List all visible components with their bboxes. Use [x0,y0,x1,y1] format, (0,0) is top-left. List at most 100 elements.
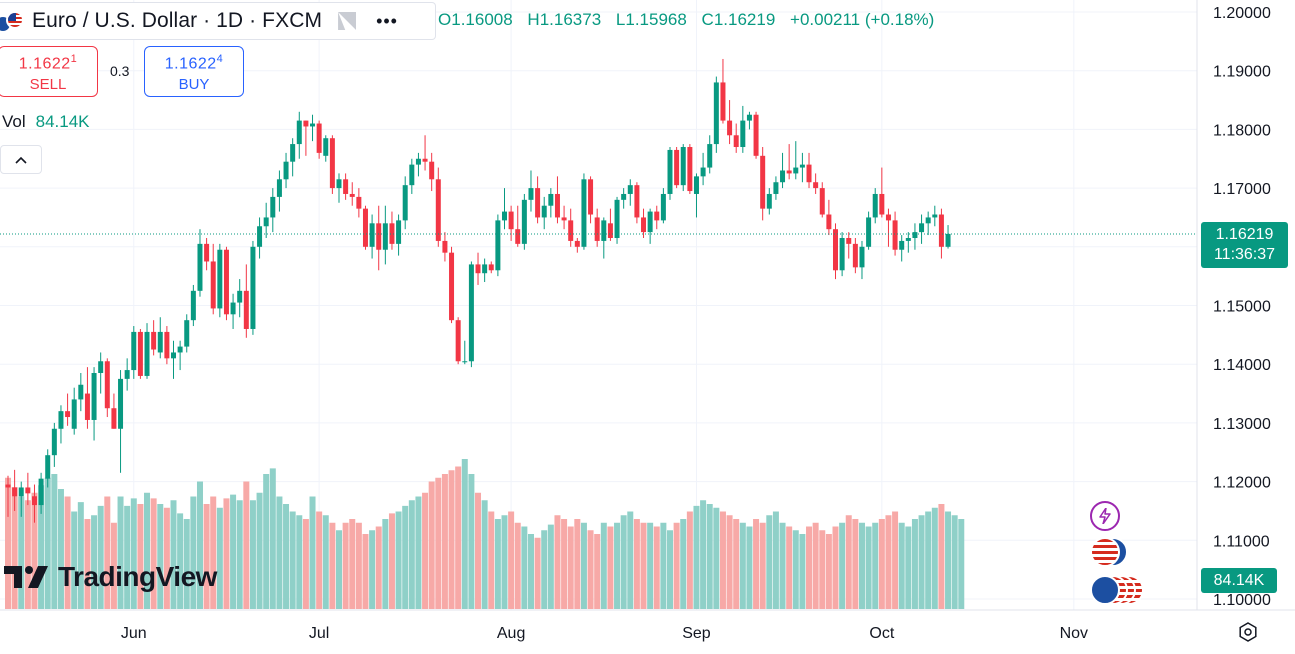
collapse-legend-button[interactable] [0,145,42,174]
candle-body [621,193,627,200]
candle [720,58,726,124]
time-axis[interactable]: Jun Jul Aug Sep Oct Nov [0,609,1295,642]
hide-legend-icon[interactable] [338,12,357,30]
buy-button[interactable]: 1.16224 BUY [144,46,244,97]
candle-body [12,487,18,497]
candle-body [508,211,514,230]
us-economic-events-icon[interactable] [1090,537,1128,567]
candle [846,232,852,259]
candle-body [237,290,243,303]
candle-body [746,114,752,121]
volume-bar [236,500,243,609]
volume-bar [269,468,276,609]
volume-bar [753,519,760,609]
more-options-icon[interactable]: ••• [376,10,398,31]
volume-bar [733,519,740,609]
candle [210,243,216,315]
candle-body [495,220,501,271]
volume-bar [124,505,131,609]
price-axis[interactable]: 1.200001.190001.180001.170001.160001.150… [1196,0,1271,610]
candle-body [197,243,203,291]
candle-body [336,179,342,189]
eu-economic-events-icon[interactable] [1090,575,1144,605]
lightning-icon[interactable] [1090,501,1120,531]
candle-body [329,138,335,189]
candle-body [760,155,766,209]
candle [462,340,468,365]
candle-body [204,243,210,262]
y-tick-label: 1.13000 [1213,416,1271,433]
candle-body [316,123,322,153]
x-tick-label: Aug [497,625,525,642]
volume-bar [567,526,574,609]
chevron-up-icon [15,156,27,164]
candle [502,188,507,230]
volume-bar [845,515,852,609]
candle-body [184,320,190,347]
candle [356,188,362,218]
candle-body [614,199,620,238]
candle [442,232,448,262]
volume-bar [541,530,548,609]
candle [528,170,534,212]
candle-body [727,120,733,136]
candle [376,205,382,271]
candle [594,208,600,247]
volume-bar [256,492,263,609]
candle [204,237,210,271]
settings-icon[interactable] [1238,622,1258,642]
candle-body [502,211,507,221]
candle [98,352,104,394]
volume-bar [766,515,773,609]
volume-bar [64,496,71,609]
candle [389,211,395,250]
candle [727,100,733,145]
candle-body [799,164,805,168]
volume-bar [18,496,25,609]
volume-bar [925,511,932,609]
volume-bar [375,526,382,609]
y-tick-label: 1.15000 [1213,299,1271,316]
volume-bar [806,526,813,609]
volume-bar [144,492,151,609]
candle-body [693,176,699,194]
candle-body [866,217,872,247]
volume-bar [355,522,362,609]
candle-body [568,220,574,241]
candle [257,217,263,259]
candle [223,246,229,321]
symbol-legend[interactable]: Euro / U.S. Dollar · 1D · FXCM ••• [0,2,436,40]
candle [124,358,130,391]
candle [905,232,911,253]
volume-bar [779,522,786,609]
candle [58,405,64,444]
candle-body [31,496,37,506]
candle-body [343,179,349,194]
volume-bar [243,481,250,609]
candle-body [647,211,653,233]
candle-body [455,320,461,362]
volume-bar [872,522,879,609]
tradingview-logo[interactable]: TradingView [4,561,217,593]
candle-body [442,240,448,253]
candle [369,214,375,259]
volume-bar [580,522,587,609]
volume-bar [342,522,349,609]
x-tick-label: Nov [1060,625,1088,642]
volume-bar [938,504,945,609]
volume-badge: 84.14K [1201,568,1277,593]
sell-button[interactable]: 1.16221 SELL [0,46,98,97]
volume-bar [77,502,84,609]
volume-bar [839,522,846,609]
symbol-title[interactable]: Euro / U.S. Dollar · 1D · FXCM [32,9,323,32]
candle-body [654,211,660,221]
candle-body [111,408,117,429]
candle-body [296,120,302,145]
volume-bar [283,504,290,609]
candle [482,258,488,283]
volume-legend[interactable]: Vol 84.14K [2,112,90,132]
candle [548,188,554,218]
candle [680,144,686,192]
candle [250,240,256,335]
